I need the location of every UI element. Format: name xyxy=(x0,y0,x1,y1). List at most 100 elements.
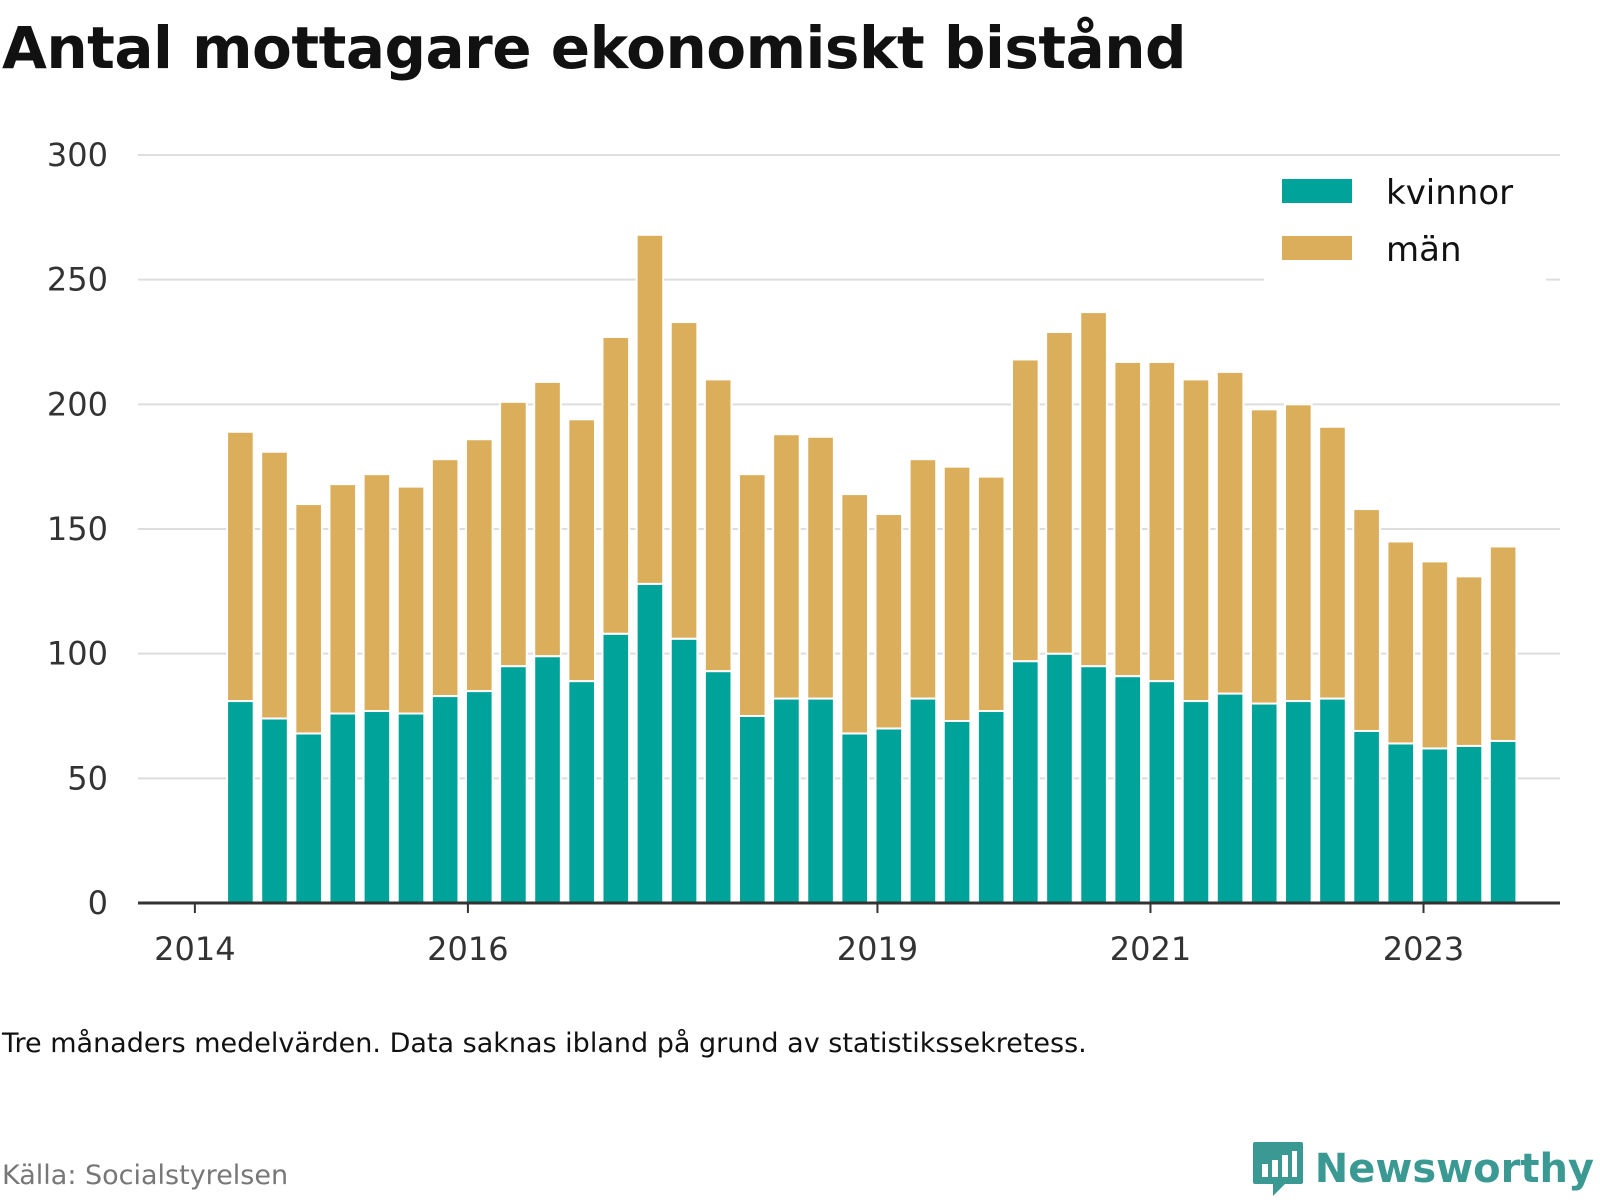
bar-kvinnor xyxy=(1113,675,1143,905)
x-tick-label: 2016 xyxy=(427,930,508,968)
chart-title: Antal mottagare ekonomiskt bistånd xyxy=(2,14,1187,82)
bar-kvinnor xyxy=(737,715,767,904)
bar-man xyxy=(1488,545,1518,742)
legend-swatch-man xyxy=(1282,236,1352,260)
y-tick-label: 300 xyxy=(47,136,108,174)
bar-kvinnor xyxy=(1045,652,1074,905)
brand-name: Newsworthy xyxy=(1314,1146,1594,1192)
bar-kvinnor xyxy=(703,670,733,904)
bar-man xyxy=(1352,508,1381,732)
bar-man xyxy=(294,503,323,735)
bar-man xyxy=(260,450,289,720)
bar-kvinnor xyxy=(226,700,255,904)
bar-kvinnor xyxy=(294,732,323,904)
chart-note: Tre månaders medelvärden. Data saknas ib… xyxy=(2,1028,1087,1059)
source-label: Källa: Socialstyrelsen xyxy=(2,1160,289,1191)
bar-kvinnor xyxy=(1079,665,1108,905)
bar-man xyxy=(1318,425,1347,700)
bar-kvinnor xyxy=(1454,744,1484,904)
bar-man xyxy=(1079,311,1108,668)
y-tick-label: 100 xyxy=(47,635,108,673)
bar-man xyxy=(1181,378,1211,703)
bar-kvinnor xyxy=(908,697,938,905)
bar-kvinnor xyxy=(1386,742,1416,905)
bar-man xyxy=(737,473,767,717)
bar-kvinnor xyxy=(430,695,460,905)
bar-man xyxy=(1045,331,1074,655)
bar-kvinnor xyxy=(942,719,972,905)
x-axis: 2014 2016 2019 2021 2023 xyxy=(138,901,1560,968)
bar-man xyxy=(669,321,699,640)
bar-kvinnor xyxy=(772,697,801,905)
bar-man xyxy=(1249,408,1279,705)
x-tick-label: 2021 xyxy=(1110,930,1191,968)
bar-kvinnor xyxy=(1181,700,1211,904)
bar-kvinnor xyxy=(1249,702,1279,904)
legend-swatch-kvinnor xyxy=(1282,179,1352,203)
x-tick-label: 2023 xyxy=(1383,930,1464,968)
y-tick-label: 0 xyxy=(88,884,108,922)
bar-man xyxy=(703,378,733,673)
bar-kvinnor xyxy=(260,717,289,905)
legend: kvinnor män xyxy=(1264,164,1546,282)
bar-kvinnor xyxy=(874,727,904,905)
bar-man xyxy=(635,233,665,585)
bar-kvinnor xyxy=(396,712,426,904)
bar-man xyxy=(942,465,972,722)
bar-man xyxy=(464,438,494,693)
bar-man xyxy=(1147,360,1177,683)
bar-man xyxy=(567,418,596,683)
bar-man xyxy=(1284,403,1313,703)
bar-man xyxy=(328,483,358,715)
bar-kvinnor xyxy=(567,680,596,904)
y-axis: 0 50 100 150 200 250 300 xyxy=(47,136,108,922)
bar-man xyxy=(362,473,392,713)
brand-logo[interactable]: Newsworthy xyxy=(1251,1140,1594,1198)
bar-kvinnor xyxy=(840,732,869,904)
bar-kvinnor xyxy=(1318,697,1347,905)
bar-man xyxy=(430,458,460,698)
bar-man xyxy=(533,380,562,658)
bar-kvinnor xyxy=(806,697,835,905)
bar-kvinnor xyxy=(464,690,494,904)
y-tick-label: 50 xyxy=(67,759,108,797)
bar-man xyxy=(1011,358,1040,663)
x-tick-label: 2019 xyxy=(837,930,918,968)
bar-man xyxy=(499,400,528,668)
bar-man xyxy=(396,485,426,715)
bar-kvinnor xyxy=(1147,680,1177,904)
bar-man xyxy=(226,430,255,703)
bar-kvinnor xyxy=(1011,660,1040,904)
x-tick-label: 2014 xyxy=(154,930,235,968)
bar-kvinnor xyxy=(533,655,562,904)
y-tick-label: 150 xyxy=(47,510,108,548)
bar-man xyxy=(772,433,801,700)
bar-kvinnor xyxy=(635,582,665,904)
bar-man xyxy=(874,513,904,730)
bar-kvinnor xyxy=(362,710,392,904)
bar-kvinnor xyxy=(1488,739,1518,905)
legend-label-man: män xyxy=(1386,230,1462,270)
bar-man xyxy=(976,475,1006,713)
bar-kvinnor xyxy=(669,637,699,904)
legend-label-kvinnor: kvinnor xyxy=(1386,173,1513,213)
bar-kvinnor xyxy=(601,632,631,904)
bar-kvinnor xyxy=(1284,700,1313,904)
bar-kvinnor xyxy=(976,710,1006,904)
bar-man xyxy=(1113,360,1143,678)
bar-man xyxy=(840,493,869,735)
bar-man xyxy=(1420,560,1450,750)
y-tick-label: 250 xyxy=(47,261,108,299)
bar-man xyxy=(806,435,835,700)
bar-man xyxy=(601,336,631,635)
bar-man xyxy=(1454,575,1484,747)
bar-kvinnor xyxy=(1215,692,1245,904)
bar-man xyxy=(908,458,938,700)
bar-kvinnor xyxy=(328,712,358,904)
bar-kvinnor xyxy=(1352,729,1381,905)
bar-kvinnor xyxy=(1420,747,1450,904)
bar-kvinnor xyxy=(499,665,528,905)
y-tick-label: 200 xyxy=(47,385,108,423)
newsworthy-logo-icon xyxy=(1252,1142,1303,1196)
